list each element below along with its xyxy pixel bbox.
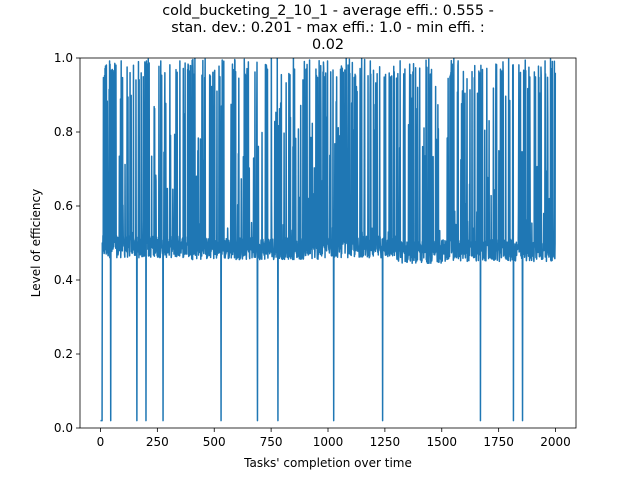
x-tick-label: 1000: [313, 435, 344, 449]
y-axis-ticks: 0.0 0.2 0.4 0.6 0.8 1.0: [54, 51, 80, 435]
chart-title-line-3: 0.02: [312, 37, 344, 53]
x-axis-ticks: 0 250 500 750 1000 1250 1500 1750 2000: [97, 428, 571, 449]
y-tick-label: 1.0: [54, 51, 73, 65]
x-tick-label: 750: [260, 435, 283, 449]
chart-title-line-2: stan. dev.: 0.201 - max effi.: 1.0 - min…: [171, 20, 485, 36]
chart-title-line-1: cold_bucketing_2_10_1 - average effi.: 0…: [162, 3, 494, 19]
y-tick-label: 0.4: [54, 273, 73, 287]
y-axis-label: Level of efficiency: [29, 189, 43, 297]
x-tick-label: 500: [203, 435, 226, 449]
x-axis-label: Tasks' completion over time: [243, 456, 412, 470]
y-tick-label: 0.0: [54, 421, 73, 435]
x-tick-label: 1500: [426, 435, 457, 449]
x-tick-label: 0: [97, 435, 105, 449]
y-tick-label: 0.8: [54, 125, 73, 139]
x-tick-label: 2000: [540, 435, 571, 449]
y-tick-label: 0.6: [54, 199, 73, 213]
chart-title: cold_bucketing_2_10_1 - average effi.: 0…: [162, 3, 494, 53]
x-tick-label: 250: [146, 435, 169, 449]
x-tick-label: 1750: [483, 435, 514, 449]
y-tick-label: 0.2: [54, 347, 73, 361]
efficiency-series-line: [99, 58, 557, 422]
x-tick-label: 1250: [370, 435, 401, 449]
